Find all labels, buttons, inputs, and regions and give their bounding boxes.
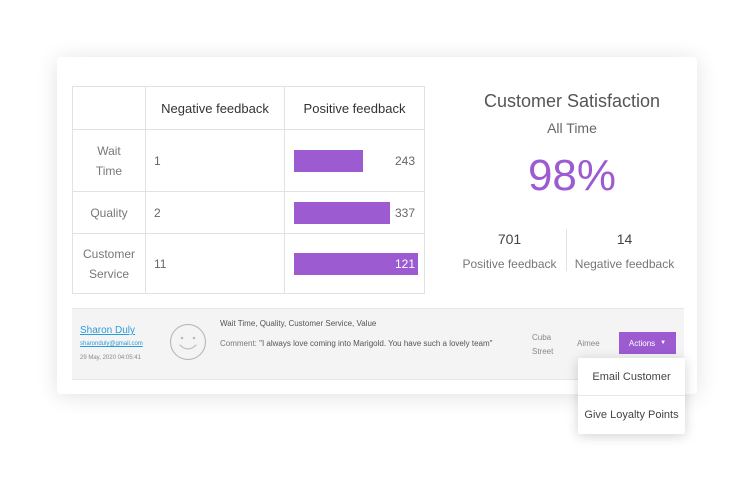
- table-row: Wait Time 1 243: [73, 129, 424, 191]
- table-row: Customer Service 11 121: [73, 233, 424, 293]
- actions-button[interactable]: Actions ▼: [619, 332, 676, 354]
- negative-total: 14: [616, 231, 633, 247]
- smiley-face-icon: [169, 323, 207, 361]
- feedback-date: 29 May, 2020 04:05:41: [80, 355, 141, 361]
- positive-total-label: Positive feedback: [462, 257, 557, 271]
- positive-bar: [294, 252, 418, 275]
- positive-bar: [294, 201, 390, 224]
- positive-count: 121: [395, 256, 416, 271]
- menu-divider: [578, 395, 685, 396]
- menu-item-email-customer[interactable]: Email Customer: [592, 370, 671, 383]
- feedback-comment: Comment: "I always love coming into Mari…: [220, 339, 493, 348]
- feedback-location: Cuba Street: [532, 331, 562, 359]
- negative-total-label: Negative feedback: [574, 257, 675, 271]
- stat-divider: [566, 229, 567, 271]
- negative-count: 2: [146, 192, 285, 233]
- satisfaction-title: Customer Satisfaction: [483, 91, 661, 111]
- satisfaction-period: All Time: [547, 120, 597, 136]
- row-label: Quality: [73, 192, 146, 233]
- location-line: Street: [532, 347, 554, 356]
- table-row: Quality 2 337: [73, 191, 424, 233]
- row-label: Wait Time: [73, 130, 146, 191]
- negative-stat: 14 Negative feedback: [567, 231, 682, 271]
- row-label-line: Service: [88, 266, 129, 281]
- positive-bar-cell: 337: [285, 192, 424, 233]
- customer-email-link[interactable]: sharonduly@gmail.com: [80, 341, 143, 347]
- positive-count: 337: [395, 205, 416, 220]
- positive-stat: 701 Positive feedback: [452, 231, 567, 271]
- comment-label: Comment:: [220, 339, 257, 348]
- negative-count: 1: [146, 130, 285, 191]
- table-header-positive: Positive feedback: [303, 100, 406, 116]
- customer-name-link[interactable]: Sharon Duly: [80, 325, 136, 336]
- positive-total: 701: [497, 231, 522, 247]
- comment-text: "I always love coming into Marigold. You…: [259, 339, 493, 348]
- feedback-table: Negative feedback Positive feedback Wait…: [72, 86, 425, 294]
- staff-name: Aimee: [577, 339, 600, 348]
- row-label: Customer Service: [73, 234, 146, 293]
- positive-count: 243: [395, 153, 416, 168]
- row-label-line: Wait: [97, 143, 121, 158]
- feedback-card: Negative feedback Positive feedback Wait…: [57, 57, 697, 394]
- negative-count: 11: [146, 234, 285, 293]
- row-label-line: Quality: [90, 205, 128, 220]
- table-header-negative: Negative feedback: [146, 87, 285, 129]
- positive-bar: [294, 149, 363, 172]
- positive-bar-cell: 121: [285, 234, 424, 293]
- positive-bar-cell: 243: [285, 130, 424, 191]
- table-header-empty: [73, 87, 146, 129]
- satisfaction-percent: 98%: [527, 151, 617, 200]
- chevron-down-icon: ▼: [660, 340, 667, 346]
- menu-item-give-loyalty-points[interactable]: Give Loyalty Points: [584, 408, 679, 421]
- table-header-row: Negative feedback Positive feedback: [73, 87, 424, 129]
- location-line: Cuba: [532, 333, 552, 342]
- actions-dropdown-menu: Email Customer Give Loyalty Points: [578, 358, 685, 434]
- feedback-tags: Wait Time, Quality, Customer Service, Va…: [220, 319, 377, 328]
- row-label-line: Customer: [82, 246, 135, 261]
- actions-label: Actions: [628, 338, 656, 348]
- row-label-line: Time: [95, 163, 123, 178]
